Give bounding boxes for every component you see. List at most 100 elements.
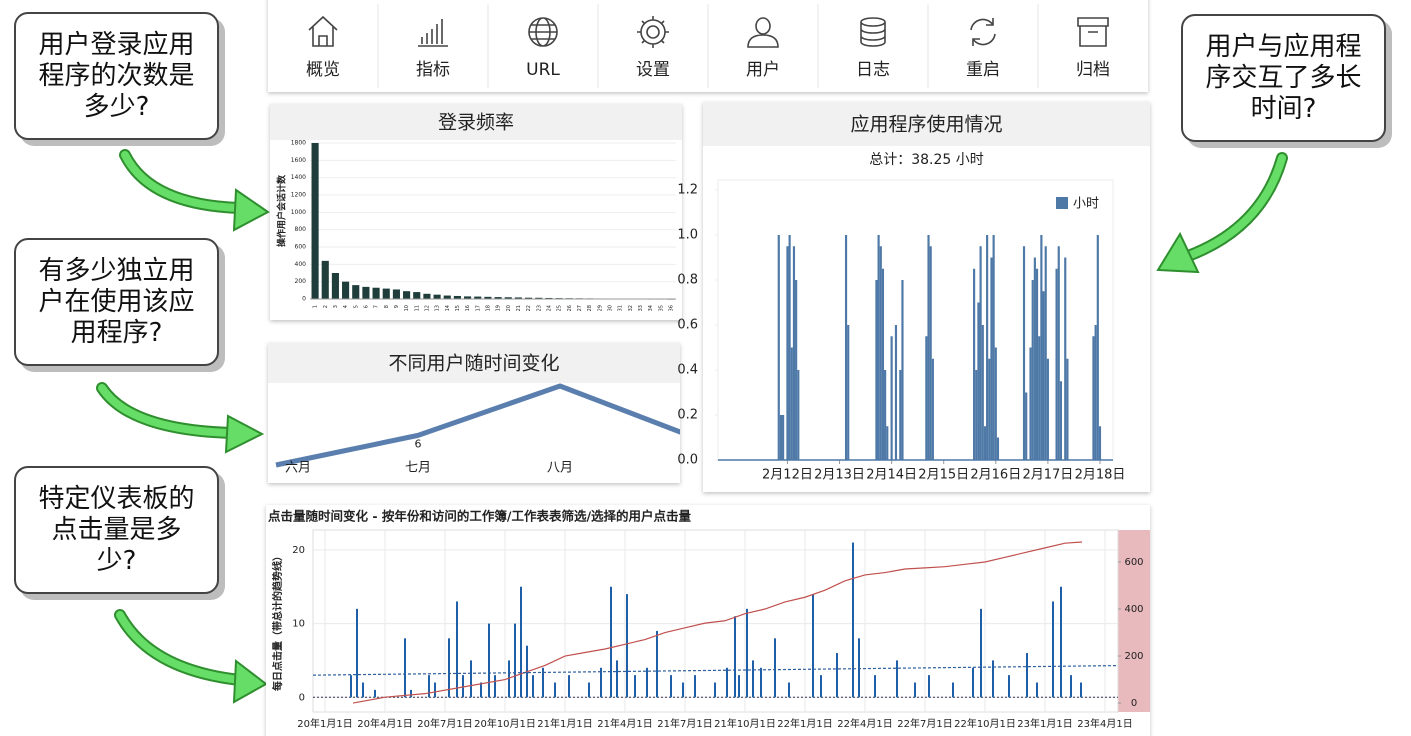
y-tick-label: 1200 — [291, 192, 306, 199]
nav-item[interactable]: 归档 — [1037, 4, 1110, 88]
bar — [568, 675, 570, 698]
callout: 特定仪表板的点击量是多少? — [14, 466, 219, 594]
bar — [456, 601, 458, 698]
bar — [1036, 682, 1038, 698]
bar — [790, 347, 793, 460]
nav-icon — [637, 16, 669, 48]
x-tick-label: 2月13日 — [814, 468, 865, 483]
bar — [795, 280, 798, 460]
bar — [462, 675, 464, 698]
bar — [890, 336, 893, 460]
x-tick-label: 26 — [567, 305, 573, 311]
bar — [1033, 257, 1036, 460]
bar — [774, 638, 776, 698]
y-tick-label: 200 — [295, 278, 307, 285]
nav-item[interactable]: 设置 — [597, 4, 670, 88]
chart-title: 应用程序使用情况 — [850, 114, 1002, 136]
bar — [836, 653, 838, 698]
bar — [1042, 291, 1045, 460]
bar — [1052, 601, 1054, 698]
bar — [520, 586, 522, 698]
bar — [382, 288, 390, 299]
bar — [858, 638, 860, 698]
bar — [886, 426, 889, 460]
legend-swatch — [1056, 197, 1068, 209]
bar — [986, 235, 989, 460]
bar — [896, 660, 898, 698]
bar — [996, 437, 1000, 460]
nav-item[interactable]: 日志 — [817, 4, 890, 88]
nav-item[interactable]: 重启 — [927, 4, 1000, 88]
x-tick-label: 28 — [587, 305, 593, 311]
x-tick-label: 18 — [485, 305, 491, 311]
bar — [1066, 358, 1069, 460]
y-tick-label: 1600 — [291, 157, 306, 164]
bar — [1022, 246, 1026, 460]
bar — [321, 260, 329, 299]
x-tick-label: 25 — [557, 305, 563, 311]
bar — [1096, 235, 1099, 460]
bar — [797, 370, 800, 460]
x-tick-label: 24 — [546, 305, 552, 311]
x-tick-label: 21年1月1日 — [537, 717, 592, 730]
bar — [428, 675, 430, 698]
y-tick-label: 1000 — [291, 209, 306, 216]
bar — [413, 292, 421, 299]
x-tick-label: 七月 — [405, 461, 431, 476]
bar — [356, 608, 358, 698]
bar — [488, 623, 490, 698]
callout: 用户与应用程序交互了多长时间? — [1181, 14, 1386, 142]
x-tick-label: 6 — [363, 305, 369, 308]
plot-frame — [312, 529, 1119, 713]
x-tick-label: 33 — [638, 305, 644, 311]
nav-icon — [1077, 17, 1109, 47]
x-tick-label: 21年7月1日 — [657, 717, 712, 730]
x-tick-label: 2月18日 — [1075, 468, 1126, 483]
y-tick-label: 0 — [299, 692, 305, 703]
bar — [760, 667, 762, 698]
bar — [928, 675, 930, 698]
nav-item[interactable]: 概览 — [306, 15, 340, 80]
bar — [879, 246, 882, 460]
nav-icon — [308, 15, 338, 47]
bar — [894, 325, 898, 460]
bar — [484, 296, 492, 299]
x-tick-label: 20年4月1日 — [357, 717, 412, 730]
bar — [1038, 336, 1041, 460]
y-tick-label: 1.2 — [677, 183, 698, 198]
bar — [1055, 268, 1058, 460]
bar — [342, 281, 350, 299]
bar — [788, 235, 791, 460]
y-tick-label: 800 — [295, 226, 307, 233]
bar — [646, 667, 648, 698]
chart-title-band — [270, 104, 682, 140]
y-tick-label: 0.0 — [677, 453, 698, 468]
bar — [777, 235, 780, 460]
x-tick-label: 36 — [668, 305, 674, 311]
x-tick-label: 22年7月1日 — [897, 717, 952, 730]
secondary-axis-band — [1118, 530, 1150, 712]
x-tick-label: 5 — [353, 305, 359, 308]
bar — [1040, 235, 1043, 460]
bar — [508, 660, 510, 698]
x-tick-label: 29 — [597, 305, 603, 311]
nav-item[interactable]: 指标 — [377, 4, 450, 88]
bar — [988, 358, 991, 460]
nav-label: 概览 — [306, 60, 340, 80]
bar — [973, 268, 976, 460]
bar — [899, 370, 902, 460]
nav-item[interactable]: URL — [487, 4, 560, 88]
bar — [1044, 246, 1047, 460]
bar — [975, 370, 978, 460]
x-tick-label: 2月12日 — [762, 468, 813, 483]
x-tick-label: 22年1月1日 — [777, 717, 832, 730]
x-tick-label: 23年1月1日 — [1017, 717, 1072, 730]
nav-label: 归档 — [1076, 60, 1110, 80]
line — [275, 383, 680, 468]
bar — [532, 675, 534, 698]
x-tick-label: 22年4月1日 — [837, 717, 892, 730]
callout: 用户登录应用程序的次数是多少? — [14, 12, 219, 140]
y-tick-label: 0.4 — [677, 363, 698, 378]
nav-item[interactable]: 用户 — [707, 4, 780, 88]
bar — [1026, 653, 1028, 698]
